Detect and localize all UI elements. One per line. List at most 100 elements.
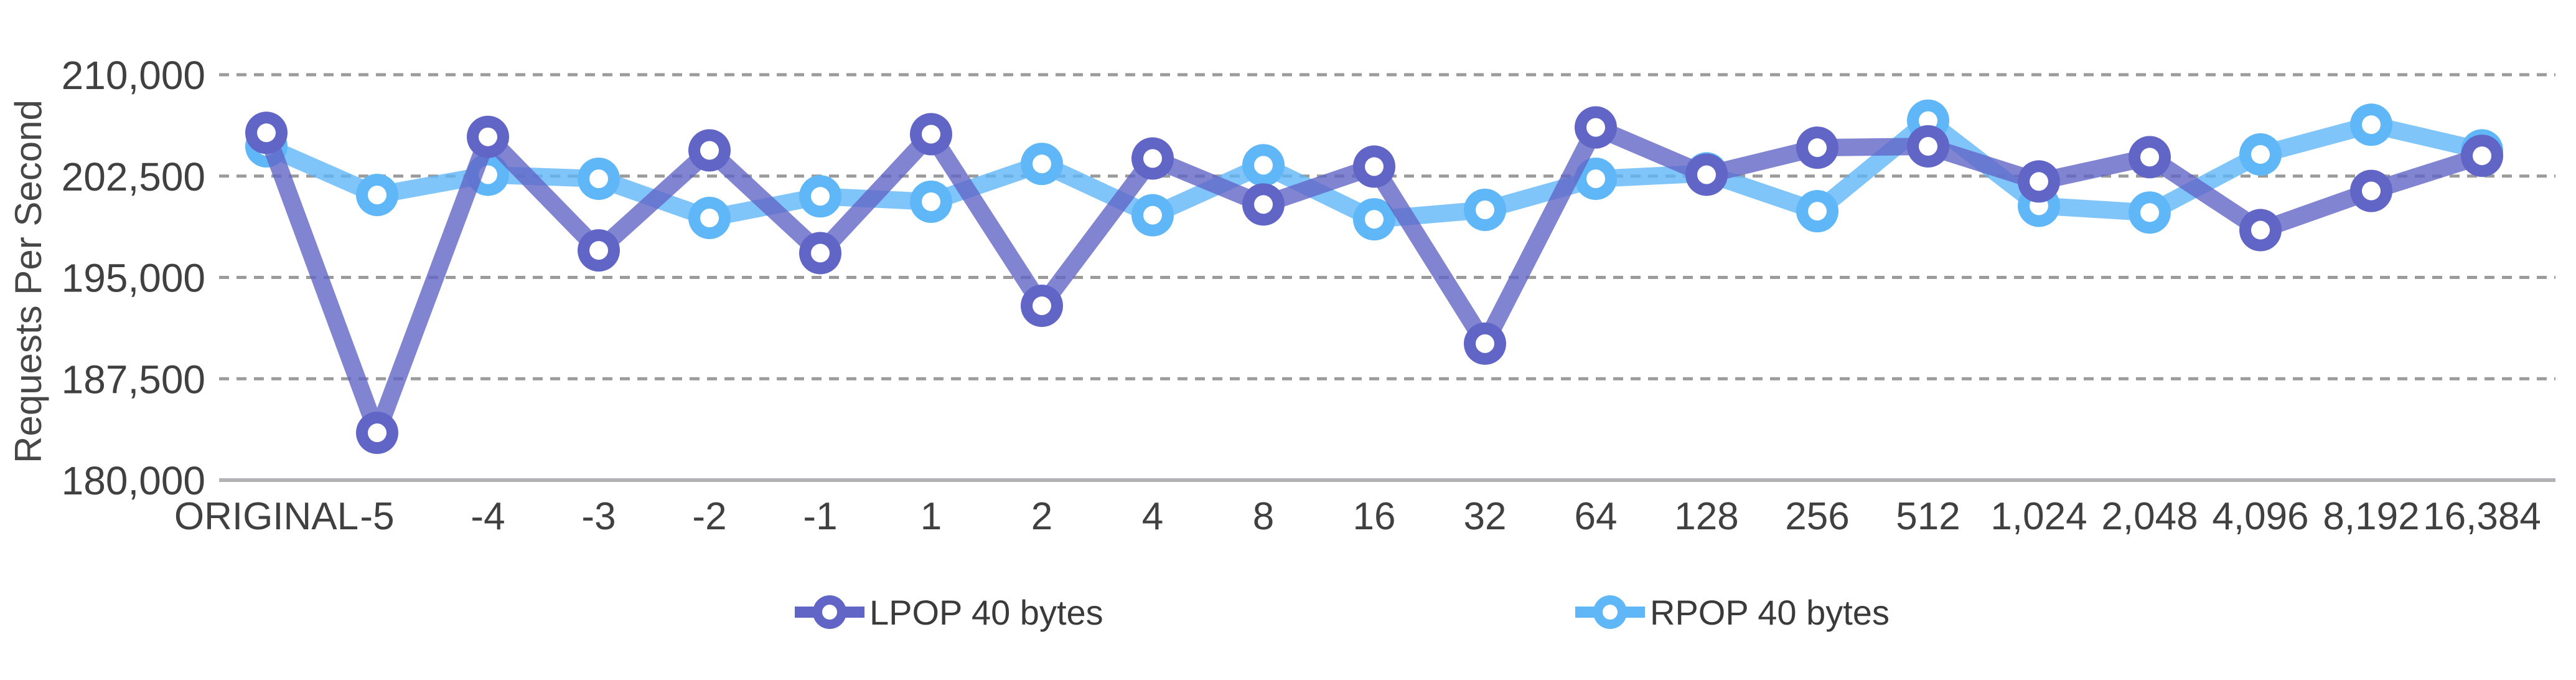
lpop-point-marker[interactable] bbox=[688, 129, 731, 172]
x-axis-label: -2 bbox=[692, 495, 726, 538]
lpop-legend-marker-hole bbox=[822, 605, 837, 620]
legend: LPOP 40 bytes RPOP 40 bytes bbox=[795, 593, 1890, 632]
y-tick-label: 210,000 bbox=[62, 53, 205, 98]
lpop-marker-hole bbox=[1919, 137, 1937, 156]
lpop-point-marker[interactable] bbox=[1353, 145, 1395, 188]
rpop-marker-hole bbox=[700, 209, 719, 228]
x-axis-labels-group: ORIGINAL -5 -4 -3 -2 -1 1 2 4 8 16 32 64 128 256 512 1,0… bbox=[174, 495, 2541, 538]
lpop-point-marker[interactable] bbox=[2018, 160, 2060, 203]
rpop-point-marker[interactable] bbox=[2350, 103, 2392, 146]
rpop-point-marker[interactable] bbox=[1131, 194, 1174, 237]
lpop-point-marker[interactable] bbox=[1796, 126, 1838, 169]
x-axis-label: -1 bbox=[803, 495, 837, 538]
y-tick-label: 187,500 bbox=[62, 357, 205, 402]
lpop-point-marker[interactable] bbox=[799, 232, 841, 275]
lpop-point-marker[interactable] bbox=[910, 113, 952, 156]
rpop-point-marker[interactable] bbox=[910, 180, 952, 223]
x-axis-label: -3 bbox=[581, 495, 616, 538]
x-axis-label: 1 bbox=[920, 495, 942, 538]
lpop-point-marker[interactable] bbox=[356, 412, 398, 455]
x-axis-label: 8 bbox=[1253, 495, 1274, 538]
rpop-marker-hole bbox=[589, 169, 608, 189]
rpop-marker-hole bbox=[2362, 115, 2381, 135]
x-axis-label: -4 bbox=[471, 495, 505, 538]
lpop-marker-hole bbox=[1586, 118, 1605, 137]
rpop-marker-hole bbox=[1808, 202, 1827, 221]
rpop-point-marker[interactable] bbox=[578, 158, 620, 201]
rpop-point-marker[interactable] bbox=[1796, 190, 1838, 233]
lpop-marker-hole bbox=[2030, 172, 2048, 191]
y-tick-label: 195,000 bbox=[62, 256, 205, 301]
lpop-point-marker[interactable] bbox=[578, 229, 620, 272]
lpop-point-marker[interactable] bbox=[245, 111, 288, 154]
x-axis-label: 16 bbox=[1353, 495, 1396, 538]
rpop-point-marker[interactable] bbox=[1575, 158, 1617, 201]
lpop-marker-hole bbox=[1143, 149, 1162, 168]
rpop-marker-hole bbox=[1033, 154, 1051, 174]
lpop-marker-hole bbox=[1476, 334, 1494, 353]
lpop-point-marker[interactable] bbox=[2350, 169, 2392, 212]
x-axis-label: 4,096 bbox=[2212, 495, 2308, 538]
legend-item-lpop: LPOP 40 bytes bbox=[795, 593, 1103, 632]
lpop-point-marker[interactable] bbox=[1242, 183, 1285, 226]
lpop-point-marker[interactable] bbox=[1907, 125, 1949, 168]
rpop-point-marker[interactable] bbox=[2129, 191, 2171, 234]
x-axis-label: 4 bbox=[1142, 495, 1163, 538]
rpop-marker-hole bbox=[1365, 210, 1384, 229]
rpop-point-marker[interactable] bbox=[1353, 198, 1395, 241]
rpop-marker-hole bbox=[1143, 205, 1162, 225]
rpop-point-marker[interactable] bbox=[799, 175, 841, 218]
lpop-marker-hole bbox=[1697, 165, 1716, 184]
lpop-point-marker[interactable] bbox=[1685, 153, 1728, 196]
lpop-marker-hole bbox=[2140, 148, 2159, 167]
y-axis-title: Requests Per Second bbox=[7, 100, 49, 463]
rpop-marker-hole bbox=[1919, 111, 1937, 130]
legend-label-rpop: RPOP 40 bytes bbox=[1650, 593, 1890, 632]
lpop-marker-hole bbox=[2473, 146, 2491, 166]
lpop-marker-hole bbox=[257, 123, 276, 143]
lpop-point-marker[interactable] bbox=[2129, 136, 2171, 179]
x-axis-label: -5 bbox=[360, 495, 394, 538]
x-axis-label: 128 bbox=[1674, 495, 1738, 538]
rpop-marker-hole bbox=[1586, 169, 1605, 189]
legend-item-rpop: RPOP 40 bytes bbox=[1575, 593, 1890, 632]
rpop-point-marker[interactable] bbox=[2239, 133, 2282, 176]
rpop-legend-marker-hole bbox=[1603, 605, 1618, 620]
lpop-marker-hole bbox=[368, 423, 386, 443]
y-tick-label: 180,000 bbox=[62, 458, 205, 503]
lpop-marker-hole bbox=[700, 141, 719, 160]
x-axis-label: 8,192 bbox=[2323, 495, 2419, 538]
lpop-marker-hole bbox=[589, 241, 608, 260]
rpop-point-marker[interactable] bbox=[688, 197, 731, 240]
lpop-point-marker[interactable] bbox=[1131, 137, 1174, 180]
x-axis-label: 1,024 bbox=[1990, 495, 2087, 538]
x-axis-label: 32 bbox=[1464, 495, 1507, 538]
rpop-point-marker[interactable] bbox=[1021, 143, 1063, 186]
lpop-point-marker[interactable] bbox=[467, 115, 509, 158]
x-axis-label: 512 bbox=[1896, 495, 1960, 538]
legend-label-lpop: LPOP 40 bytes bbox=[869, 593, 1103, 632]
lpop-point-marker[interactable] bbox=[2461, 135, 2503, 177]
rpop-marker-hole bbox=[368, 186, 386, 205]
lpop-point-marker[interactable] bbox=[1575, 106, 1617, 149]
lpop-point-marker[interactable] bbox=[1464, 322, 1506, 365]
rpop-marker-hole bbox=[1254, 156, 1273, 175]
lpop-marker-hole bbox=[1365, 157, 1384, 176]
rpop-marker-hole bbox=[1476, 201, 1494, 219]
lpop-marker-hole bbox=[1033, 296, 1051, 316]
lpop-marker-hole bbox=[1808, 138, 1827, 158]
rpop-point-marker[interactable] bbox=[1464, 189, 1506, 231]
lpop-point-marker[interactable] bbox=[1021, 285, 1063, 328]
rpop-marker-hole bbox=[811, 187, 830, 206]
lpop-marker-hole bbox=[811, 243, 830, 263]
lpop-point-marker[interactable] bbox=[2239, 209, 2282, 252]
x-axis-label: 64 bbox=[1575, 495, 1618, 538]
y-tick-label: 202,500 bbox=[62, 154, 205, 199]
lpop-marker-hole bbox=[1254, 195, 1273, 214]
x-axis-label: 16,384 bbox=[2423, 495, 2541, 538]
rpop-marker-hole bbox=[2251, 145, 2270, 164]
rpop-point-marker[interactable] bbox=[356, 174, 398, 217]
rpop-point-marker[interactable] bbox=[1242, 144, 1285, 187]
